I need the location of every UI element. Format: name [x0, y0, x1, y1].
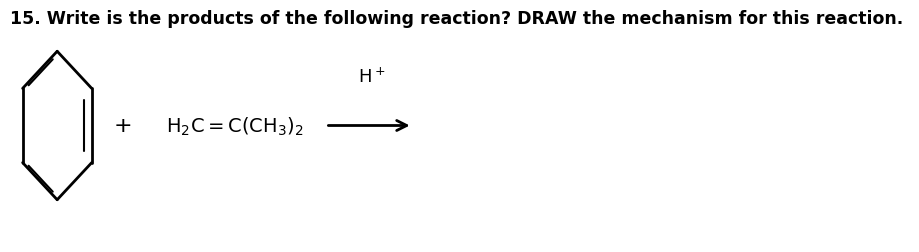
Text: 15. Write is the products of the following reaction? DRAW the mechanism for this: 15. Write is the products of the followi…	[10, 10, 903, 28]
Text: $\mathregular{H_2C{=}C(CH_3)_2}$: $\mathregular{H_2C{=}C(CH_3)_2}$	[166, 115, 303, 137]
Text: $\mathregular{H^+}$: $\mathregular{H^+}$	[358, 67, 386, 86]
Text: +: +	[113, 116, 131, 136]
